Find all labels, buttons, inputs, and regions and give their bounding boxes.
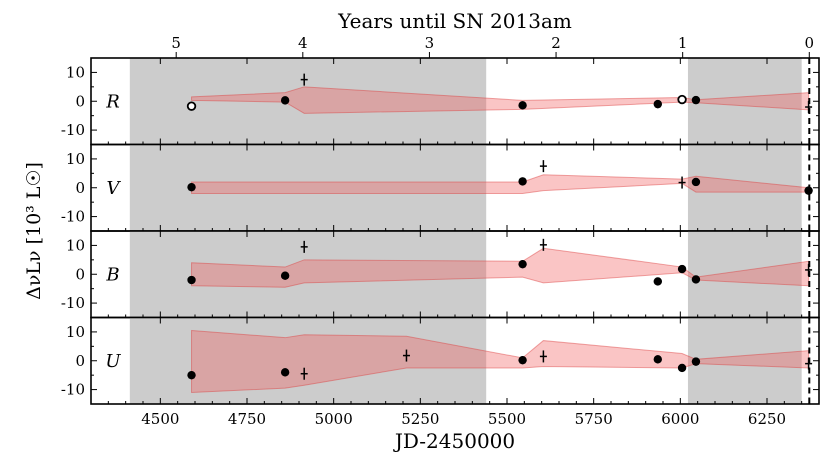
data-point	[187, 275, 196, 285]
band-label: R	[105, 91, 120, 112]
panel-content	[129, 144, 813, 231]
shaded-region	[129, 58, 487, 145]
y-tick-label: -10	[61, 121, 85, 139]
top-tick-label: 2	[551, 34, 561, 52]
y-tick-label: 10	[66, 323, 85, 341]
x-axis-label: JD-2450000	[393, 429, 515, 453]
y-tick-label: 0	[75, 179, 85, 197]
data-point	[653, 99, 662, 109]
panel-R: R 10 0 -10	[61, 57, 820, 146]
y-tick-label: -10	[61, 294, 85, 312]
y-tick-label: -10	[61, 208, 85, 226]
shaded-region	[687, 58, 802, 145]
y-tick-label: 10	[66, 63, 85, 81]
panel-U: U 10 0 -10	[61, 316, 820, 405]
data-point	[518, 101, 527, 110]
data-point	[653, 355, 662, 364]
panel-B: B 10 0 -10	[61, 230, 820, 319]
band-label: U	[105, 351, 121, 372]
shaded-region	[687, 144, 802, 231]
y-tick-label: 0	[75, 92, 85, 110]
panel-V: V 10 0 -10	[61, 143, 820, 232]
data-point	[187, 182, 196, 192]
x-tick-label: 4750	[228, 410, 266, 428]
data-point	[804, 186, 813, 195]
data-point	[280, 96, 290, 105]
data-point	[518, 259, 527, 269]
data-point	[518, 177, 527, 186]
top-tick-label: 1	[678, 34, 688, 52]
data-point	[280, 368, 290, 377]
shaded-region	[129, 231, 487, 318]
data-point	[691, 275, 701, 284]
top-tick-label: 4	[298, 34, 308, 52]
shaded-region	[687, 231, 802, 318]
y-tick-label: 10	[66, 236, 85, 254]
data-point	[653, 277, 662, 286]
y-tick-label: 0	[75, 265, 85, 283]
y-tick-label: 0	[75, 352, 85, 370]
data-point	[691, 357, 701, 366]
x-tick-label: 4500	[141, 410, 179, 428]
data-point	[691, 177, 701, 187]
data-point	[677, 264, 687, 274]
x-tick-label: 5500	[488, 410, 526, 428]
open-data-point	[677, 94, 687, 105]
top-axis-label: Years until SN 2013am	[337, 9, 572, 33]
open-data-point	[186, 101, 197, 111]
top-tick-label: 3	[425, 34, 435, 52]
x-tick-label: 5250	[401, 410, 439, 428]
data-point	[280, 271, 290, 280]
data-point	[691, 95, 701, 105]
x-tick-label: 5750	[575, 410, 613, 428]
y-tick-label: 10	[66, 150, 85, 168]
panel-content	[129, 231, 813, 318]
top-tick-label: 5	[171, 34, 181, 52]
x-tick-label: 5000	[315, 410, 353, 428]
shaded-region	[129, 317, 487, 404]
y-tick-label: -10	[61, 381, 85, 399]
x-tick-label: 6250	[748, 410, 786, 428]
data-point	[518, 355, 527, 365]
data-point	[677, 363, 687, 373]
shaded-region	[687, 317, 802, 404]
band-label: B	[105, 264, 119, 285]
top-tick-label: 0	[805, 34, 815, 52]
y-axis-label: ΔνLν [10³ L☉]	[23, 162, 45, 300]
x-tick-label: 6000	[661, 410, 699, 428]
data-point	[187, 370, 196, 380]
panel-content	[129, 58, 813, 145]
band-label: V	[107, 178, 122, 199]
panel-content	[129, 317, 813, 404]
